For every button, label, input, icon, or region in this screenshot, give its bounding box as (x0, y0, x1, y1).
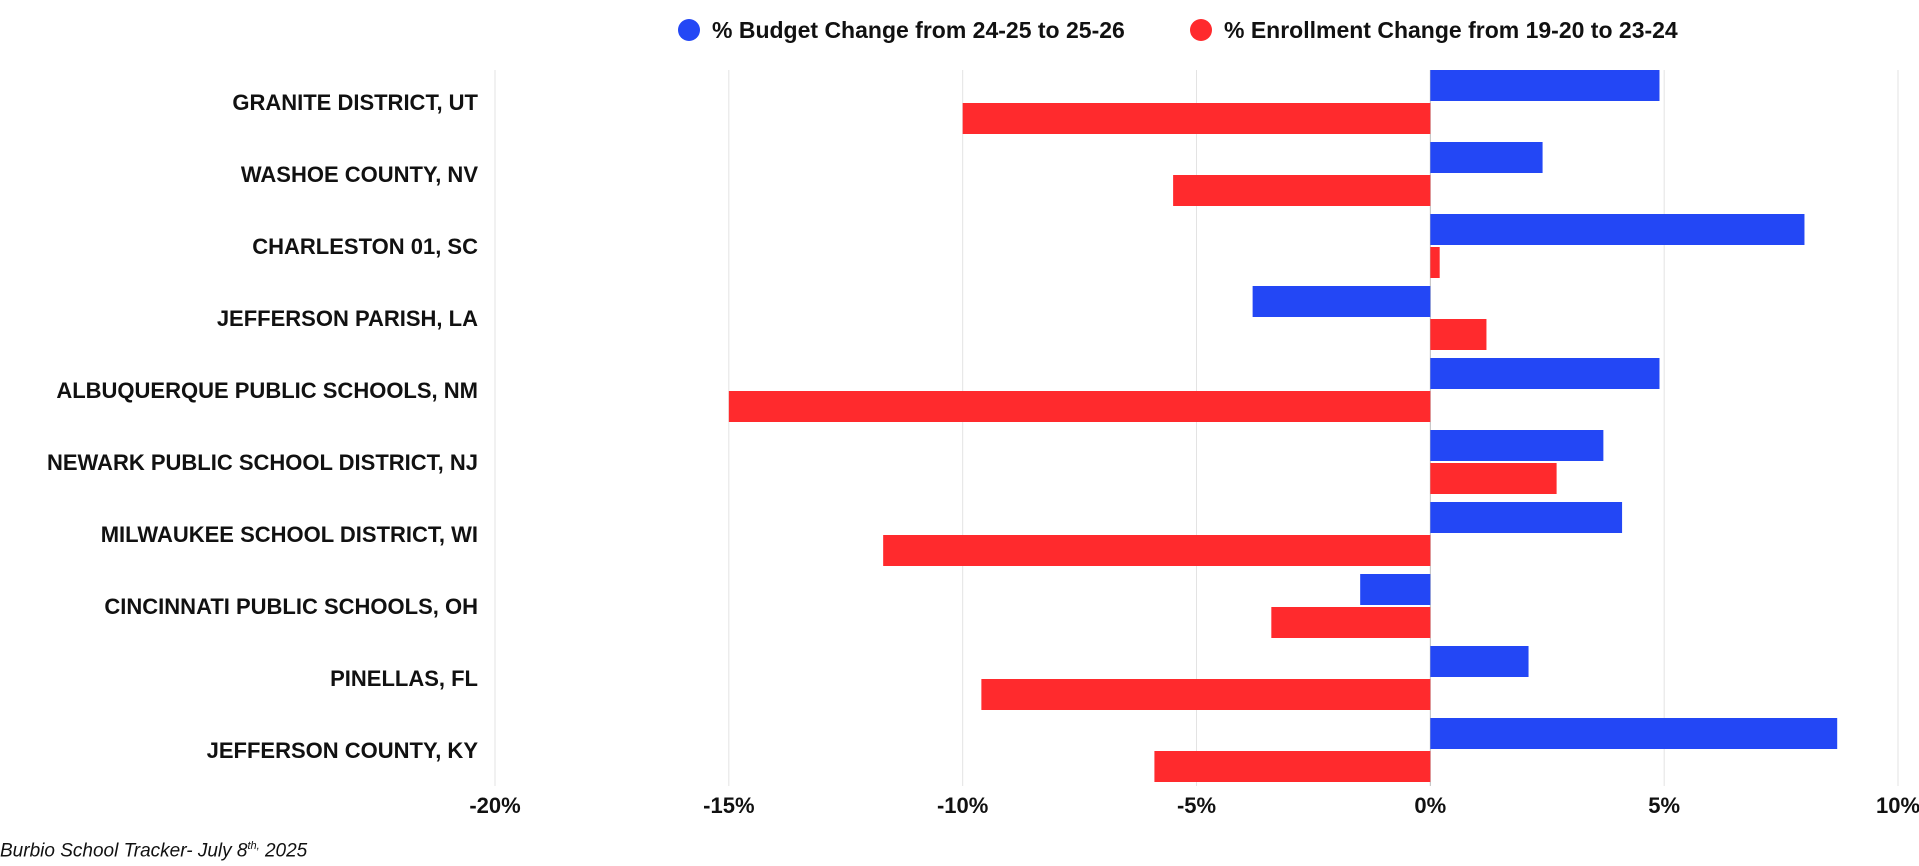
budget-bar-5 (1430, 430, 1604, 461)
legend-swatch-1 (1190, 19, 1212, 41)
category-label-2: CHARLESTON 01, SC (252, 234, 478, 259)
budget-bar-2 (1430, 214, 1805, 245)
enrollment-bar-9 (1154, 751, 1431, 782)
legend-swatch-0 (678, 19, 700, 41)
category-label-7: CINCINNATI PUBLIC SCHOOLS, OH (104, 594, 478, 619)
tick-label-6: 10% (1876, 793, 1919, 818)
enrollment-bar-2 (1430, 247, 1440, 278)
category-label-0: GRANITE DISTRICT, UT (232, 90, 478, 115)
budget-bar-9 (1430, 718, 1838, 749)
budget-bar-4 (1430, 358, 1660, 389)
category-label-1: WASHOE COUNTY, NV (241, 162, 478, 187)
bars (728, 70, 1838, 782)
x-axis-ticks: -20% -15% -10% -5% 0% 5% 10% (469, 793, 1919, 818)
tick-label-4: 0% (1414, 793, 1446, 818)
enrollment-bar-1 (1173, 175, 1431, 206)
source-footer: Burbio School Tracker- July 8th, 2025 (0, 840, 307, 862)
legend-label-1: % Enrollment Change from 19-20 to 23-24 (1224, 17, 1678, 43)
enrollment-bar-4 (728, 391, 1431, 422)
enrollment-bar-0 (962, 103, 1431, 134)
legend-label-0: % Budget Change from 24-25 to 25-26 (712, 17, 1125, 43)
enrollment-bar-5 (1430, 463, 1557, 494)
tick-label-3: -5% (1177, 793, 1216, 818)
tick-label-0: -20% (469, 793, 520, 818)
enrollment-bar-3 (1430, 319, 1487, 350)
footer-sup: th, (247, 840, 260, 852)
budget-bar-8 (1430, 646, 1529, 677)
budget-bar-3 (1252, 286, 1431, 317)
category-labels: GRANITE DISTRICT, UT WASHOE COUNTY, NV CHA… (47, 90, 479, 763)
tick-label-5: 5% (1648, 793, 1680, 818)
budget-bar-6 (1430, 502, 1623, 533)
legend: % Budget Change from 24-25 to 25-26 % Enr… (678, 17, 1678, 43)
budget-bar-1 (1430, 142, 1543, 173)
category-label-5: NEWARK PUBLIC SCHOOL DISTRICT, NJ (47, 450, 478, 475)
category-label-6: MILWAUKEE SCHOOL DISTRICT, WI (101, 522, 478, 547)
tick-label-1: -15% (703, 793, 754, 818)
enrollment-bar-8 (981, 679, 1431, 710)
category-label-8: PINELLAS, FL (330, 666, 478, 691)
category-label-3: JEFFERSON PARISH, LA (217, 306, 478, 331)
footer-text: Burbio School Tracker- July 8 (0, 840, 248, 862)
enrollment-bar-7 (1271, 607, 1431, 638)
budget-bar-7 (1360, 574, 1431, 605)
budget-bar-0 (1430, 70, 1660, 101)
category-label-4: ALBUQUERQUE PUBLIC SCHOOLS, NM (56, 378, 478, 403)
category-label-9: JEFFERSON COUNTY, KY (207, 738, 479, 763)
footer-year: 2025 (259, 840, 308, 862)
tick-label-2: -10% (937, 793, 988, 818)
enrollment-bar-6 (883, 535, 1431, 566)
